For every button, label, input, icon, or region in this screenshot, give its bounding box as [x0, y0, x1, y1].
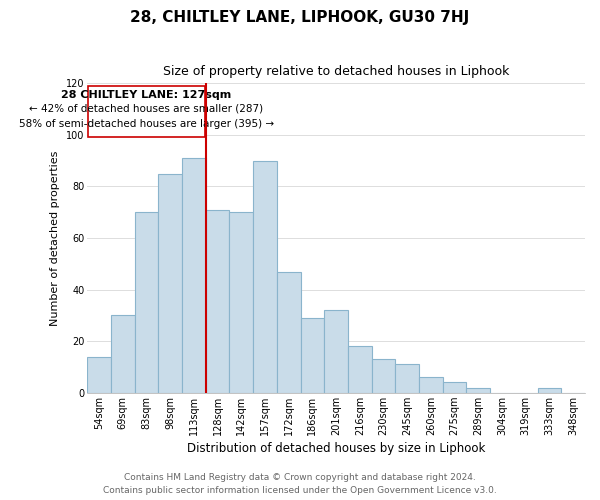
Bar [134, 212, 158, 393]
Bar [87, 356, 111, 393]
Text: 28 CHILTLEY LANE: 127sqm: 28 CHILTLEY LANE: 127sqm [61, 90, 232, 100]
Bar [443, 382, 466, 393]
Bar [88, 86, 205, 138]
Text: 58% of semi-detached houses are larger (395) →: 58% of semi-detached houses are larger (… [19, 120, 274, 130]
Text: 28, CHILTLEY LANE, LIPHOOK, GU30 7HJ: 28, CHILTLEY LANE, LIPHOOK, GU30 7HJ [130, 10, 470, 25]
Bar [395, 364, 419, 393]
Bar [229, 212, 253, 393]
Bar [253, 160, 277, 393]
Text: Contains HM Land Registry data © Crown copyright and database right 2024.
Contai: Contains HM Land Registry data © Crown c… [103, 474, 497, 495]
Y-axis label: Number of detached properties: Number of detached properties [50, 150, 61, 326]
Bar [324, 310, 348, 393]
Bar [466, 388, 490, 393]
Bar [158, 174, 182, 393]
Bar [419, 378, 443, 393]
Bar [182, 158, 206, 393]
Title: Size of property relative to detached houses in Liphook: Size of property relative to detached ho… [163, 65, 509, 78]
Text: ← 42% of detached houses are smaller (287): ← 42% of detached houses are smaller (28… [29, 104, 263, 114]
Bar [277, 272, 301, 393]
Bar [111, 316, 134, 393]
Bar [301, 318, 324, 393]
Bar [206, 210, 229, 393]
Bar [348, 346, 371, 393]
Bar [538, 388, 561, 393]
Bar [371, 360, 395, 393]
X-axis label: Distribution of detached houses by size in Liphook: Distribution of detached houses by size … [187, 442, 485, 455]
